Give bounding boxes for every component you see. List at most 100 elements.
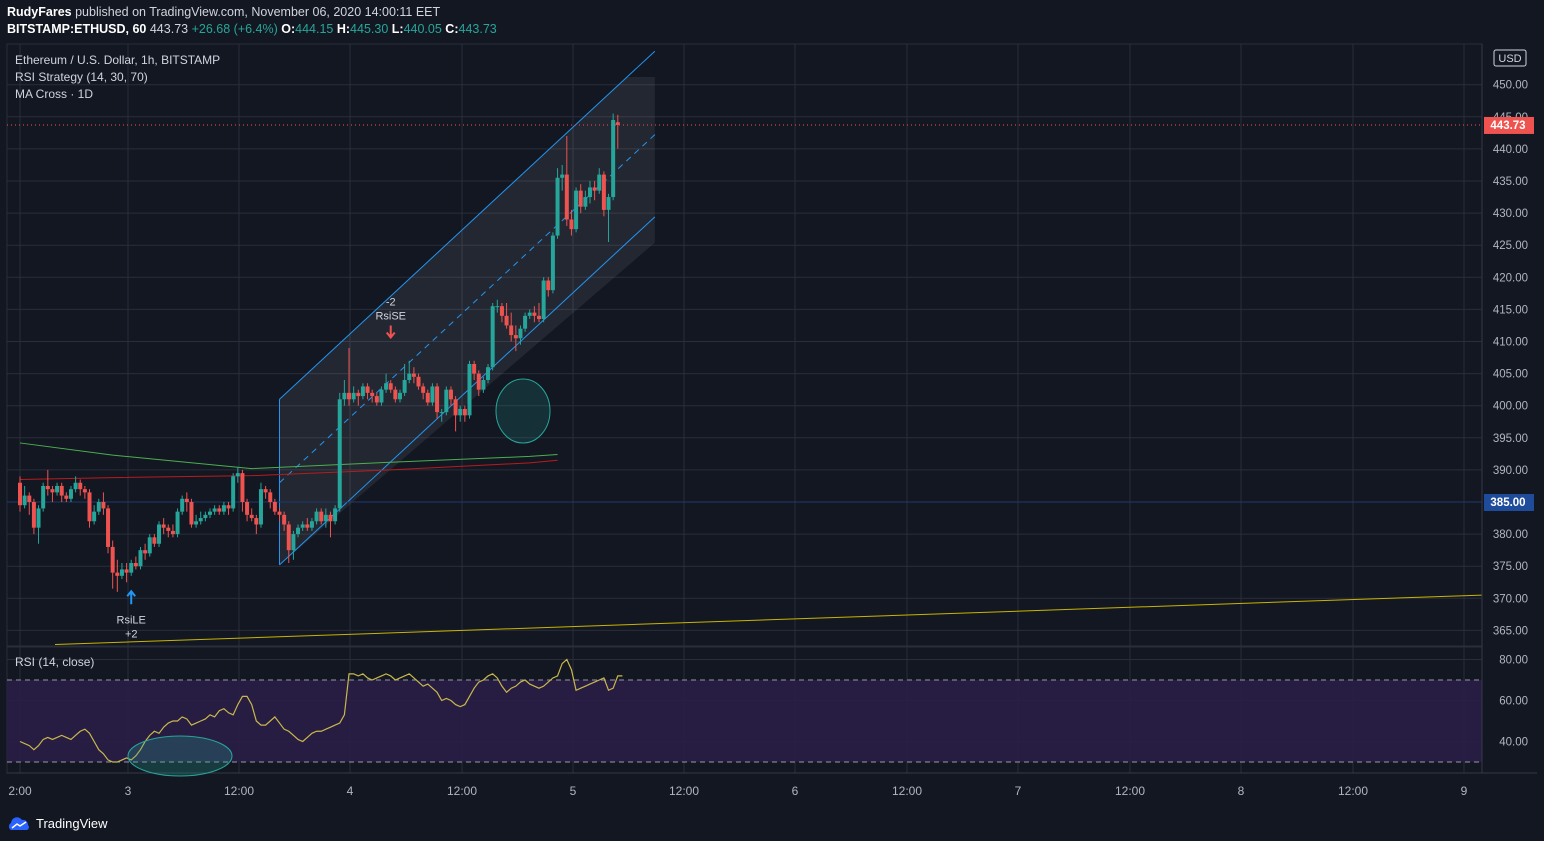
candle-down <box>305 524 310 528</box>
time-tick-label: 6 <box>792 784 799 798</box>
author-name[interactable]: RudyFares <box>7 5 72 19</box>
candle-down <box>184 498 189 502</box>
candle-up <box>555 177 560 236</box>
price-tick-label: 425.00 <box>1493 240 1528 252</box>
candle-down <box>615 122 620 125</box>
time-tick-label: 12:00 <box>1338 784 1368 798</box>
candle-down <box>64 495 69 499</box>
rsi-overbought-oversold-band <box>7 680 1482 762</box>
price-tick-label: 440.00 <box>1493 144 1528 156</box>
candle-up <box>523 315 528 329</box>
candle-up <box>527 312 532 316</box>
candle-down <box>166 527 171 531</box>
candle-down <box>537 315 542 320</box>
candle-down <box>504 315 509 326</box>
time-tick-label: 12:00 <box>447 784 477 798</box>
candle-down <box>277 511 282 515</box>
candle-down <box>170 530 175 535</box>
highlight-ellipses <box>127 378 551 777</box>
candle-down <box>254 518 259 525</box>
candle-down <box>374 396 379 403</box>
header-bar: RudyFares published on TradingView.com, … <box>0 0 1544 40</box>
axes: 450.00445.00440.00435.00430.00425.00420.… <box>7 44 1537 798</box>
trend-line <box>54 594 1483 646</box>
channel-middle-line <box>279 134 656 484</box>
candle-up <box>583 197 588 207</box>
price-tick-label: 370.00 <box>1493 593 1528 605</box>
candle-down <box>453 399 458 416</box>
strategy-signals: -2 RsiSE RsiLE +2 <box>117 297 406 641</box>
candle-up <box>444 389 449 413</box>
candle-up <box>402 380 407 393</box>
legend-title[interactable]: Ethereum / U.S. Dollar, 1h, BITSTAMP <box>15 53 221 67</box>
price-tick-label: 380.00 <box>1493 529 1528 541</box>
candle-down <box>143 550 148 554</box>
candle-down <box>263 489 268 493</box>
candle-up <box>194 521 199 525</box>
main-pane-border <box>6 43 1483 647</box>
line-price-tag-label: 385.00 <box>1490 497 1525 509</box>
candle-down <box>546 280 551 291</box>
signal-short-qty: -2 <box>386 297 396 309</box>
tradingview-logo[interactable]: TradingView <box>7 816 108 831</box>
close-label: C: <box>445 22 459 36</box>
ma-slow-line <box>19 459 558 481</box>
publish-line: RudyFares published on TradingView.com, … <box>7 5 440 19</box>
open-value: 444.15 <box>295 22 334 36</box>
candle-up <box>73 482 78 490</box>
candle-up <box>342 392 347 400</box>
candle-down <box>282 514 287 525</box>
candle-up <box>481 380 486 390</box>
legend-ma[interactable]: MA Cross · 1D <box>15 87 94 101</box>
candle-down <box>370 392 375 397</box>
candle-down <box>365 386 370 393</box>
grid <box>6 43 1483 774</box>
candle-down <box>425 392 430 403</box>
last-price: 443.73 <box>149 22 189 36</box>
candle-down <box>27 495 32 502</box>
change-value: +26.68 (+6.4%) <box>191 22 278 36</box>
price-tick-label: 435.00 <box>1493 176 1528 188</box>
candle-up <box>231 476 236 509</box>
candle-up <box>541 280 546 320</box>
time-tick-label: 5 <box>570 784 577 798</box>
long-arrow-icon <box>126 589 136 605</box>
ma-fast-line <box>19 442 558 470</box>
short-arrow-icon <box>385 325 396 340</box>
overlays <box>7 124 1483 646</box>
time-tick-label: 12:00 <box>1115 784 1145 798</box>
candle-up <box>296 527 301 535</box>
legend-strategy[interactable]: RSI Strategy (14, 30, 70) <box>15 70 148 84</box>
candle-up <box>119 569 124 576</box>
candle-up <box>323 514 328 522</box>
currency-box <box>1493 49 1527 67</box>
candle-up <box>550 235 555 291</box>
candle-up <box>407 373 412 381</box>
high-value: 445.30 <box>350 22 389 36</box>
candle-down <box>347 392 352 400</box>
candle-up <box>486 367 491 381</box>
candle-up <box>439 412 444 414</box>
line-price-tag <box>1484 494 1534 511</box>
candle-up <box>198 518 203 522</box>
highlight-ellipse-rsi <box>127 735 233 777</box>
candle-up <box>430 386 435 403</box>
candle-down <box>31 502 36 528</box>
candle-up <box>384 383 389 390</box>
candle-up <box>333 508 338 522</box>
rsi-tick-label: 80.00 <box>1499 655 1528 667</box>
published-text: published on TradingView.com, November 0… <box>75 5 441 19</box>
candle-up <box>397 392 402 400</box>
signal-long-label: RsiLE <box>117 614 146 626</box>
candle-down <box>268 492 273 502</box>
candle-up <box>55 485 60 493</box>
candle-up <box>606 197 611 210</box>
candle-up <box>157 524 162 544</box>
candle-down <box>78 482 83 490</box>
price-tick-label: 410.00 <box>1493 337 1528 349</box>
legend-rsi[interactable]: RSI (14, close) <box>15 655 95 669</box>
ohlc-line: BITSTAMP:ETHUSD, 60 443.73 +26.68 (+6.4%… <box>7 22 497 36</box>
candle-up <box>587 187 592 198</box>
candle-up <box>611 120 616 198</box>
